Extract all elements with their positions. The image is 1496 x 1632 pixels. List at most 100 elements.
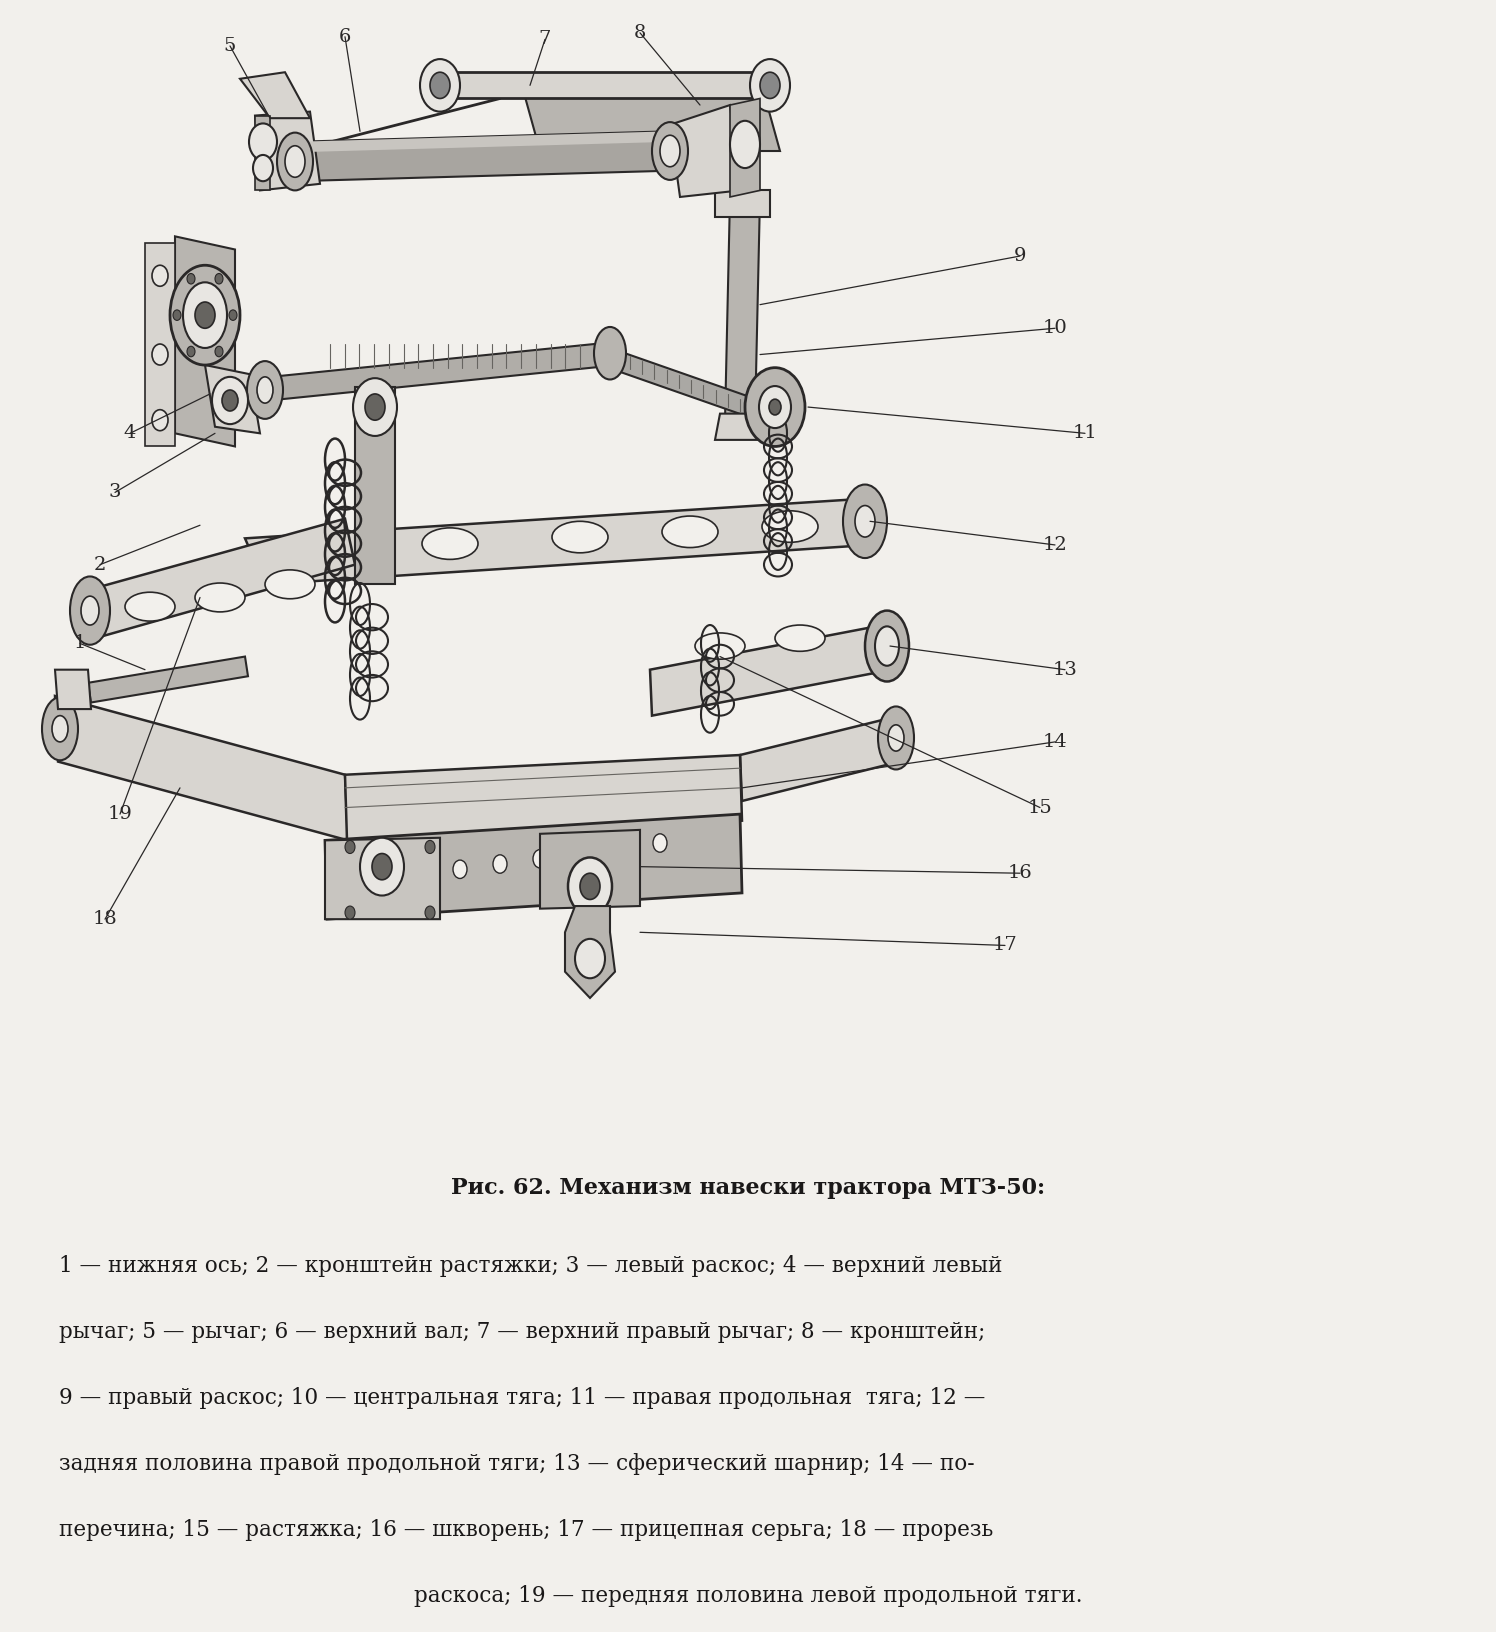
Ellipse shape (187, 346, 194, 357)
Polygon shape (565, 906, 615, 997)
Ellipse shape (613, 839, 627, 857)
Polygon shape (88, 656, 248, 702)
Ellipse shape (229, 310, 236, 320)
Polygon shape (670, 104, 741, 197)
Ellipse shape (761, 511, 818, 542)
Ellipse shape (422, 527, 479, 560)
Text: 14: 14 (1043, 733, 1067, 751)
Ellipse shape (257, 377, 272, 403)
Ellipse shape (52, 716, 67, 743)
Ellipse shape (552, 521, 607, 553)
Ellipse shape (594, 326, 625, 380)
Text: 7: 7 (539, 31, 551, 49)
Ellipse shape (413, 863, 426, 883)
Text: 2: 2 (94, 555, 106, 573)
Ellipse shape (265, 570, 316, 599)
Text: 3: 3 (109, 483, 121, 501)
Ellipse shape (533, 850, 548, 868)
Ellipse shape (383, 844, 396, 863)
Text: 16: 16 (1008, 865, 1032, 883)
Ellipse shape (365, 393, 384, 419)
Ellipse shape (429, 72, 450, 98)
Ellipse shape (353, 379, 396, 436)
Polygon shape (175, 237, 235, 447)
Ellipse shape (580, 873, 600, 899)
Text: перечина; 15 — растяжка; 16 — шкворень; 17 — прицепная серьга; 18 — прорезь: перечина; 15 — растяжка; 16 — шкворень; … (58, 1519, 993, 1541)
Ellipse shape (568, 857, 612, 916)
Polygon shape (256, 341, 619, 401)
Ellipse shape (420, 59, 459, 111)
Text: задняя половина правой продольной тяги; 13 — сферический шарнир; 14 — по-: задняя половина правой продольной тяги; … (58, 1454, 974, 1475)
Ellipse shape (183, 282, 227, 348)
Ellipse shape (749, 59, 790, 111)
Polygon shape (85, 519, 355, 636)
Ellipse shape (652, 834, 667, 852)
Text: 10: 10 (1043, 320, 1067, 338)
Ellipse shape (286, 145, 305, 178)
Ellipse shape (215, 274, 223, 284)
Polygon shape (741, 716, 901, 801)
Polygon shape (715, 191, 770, 217)
Ellipse shape (194, 302, 215, 328)
Ellipse shape (760, 72, 779, 98)
Ellipse shape (652, 122, 688, 180)
Polygon shape (254, 116, 269, 191)
Ellipse shape (70, 576, 111, 645)
Ellipse shape (844, 485, 887, 558)
Ellipse shape (574, 938, 604, 978)
Ellipse shape (277, 132, 313, 191)
Polygon shape (346, 756, 742, 840)
Ellipse shape (42, 697, 78, 761)
Ellipse shape (425, 906, 435, 919)
Ellipse shape (171, 266, 239, 366)
Ellipse shape (215, 346, 223, 357)
Polygon shape (540, 831, 640, 909)
Text: 18: 18 (93, 911, 117, 929)
Ellipse shape (346, 906, 355, 919)
Ellipse shape (174, 310, 181, 320)
Polygon shape (55, 669, 91, 708)
Ellipse shape (212, 377, 248, 424)
Ellipse shape (775, 625, 824, 651)
Text: 19: 19 (108, 805, 133, 823)
Text: 5: 5 (224, 38, 236, 55)
Ellipse shape (875, 627, 899, 666)
Text: 17: 17 (993, 937, 1017, 955)
Polygon shape (715, 413, 764, 441)
Polygon shape (145, 243, 175, 447)
Ellipse shape (696, 633, 745, 659)
Ellipse shape (889, 725, 904, 751)
Polygon shape (205, 366, 260, 434)
Ellipse shape (221, 390, 238, 411)
Text: 1 — нижняя ось; 2 — кронштейн растяжки; 3 — левый раскос; 4 — верхний левый: 1 — нижняя ось; 2 — кронштейн растяжки; … (58, 1255, 1002, 1276)
Ellipse shape (453, 860, 467, 878)
Text: раскоса; 19 — передняя половина левой продольной тяги.: раскоса; 19 — передняя половина левой пр… (414, 1586, 1082, 1608)
Ellipse shape (126, 592, 175, 622)
Text: 12: 12 (1043, 535, 1067, 553)
Ellipse shape (425, 840, 435, 854)
Ellipse shape (758, 387, 791, 428)
Polygon shape (245, 499, 871, 584)
Ellipse shape (373, 854, 392, 880)
Ellipse shape (248, 124, 277, 160)
Polygon shape (295, 131, 670, 152)
Ellipse shape (660, 135, 681, 166)
Polygon shape (521, 78, 779, 152)
Polygon shape (730, 98, 760, 197)
Text: 1: 1 (73, 635, 87, 653)
Polygon shape (649, 623, 892, 716)
Polygon shape (325, 814, 742, 919)
Text: 13: 13 (1053, 661, 1077, 679)
Text: 4: 4 (124, 424, 136, 442)
Text: Рис. 62. Механизм навески трактора МТЗ-50:: Рис. 62. Механизм навески трактора МТЗ-5… (450, 1177, 1046, 1198)
Ellipse shape (745, 367, 805, 447)
Polygon shape (726, 197, 760, 419)
Ellipse shape (153, 266, 168, 286)
Ellipse shape (247, 361, 283, 419)
Ellipse shape (194, 583, 245, 612)
Polygon shape (55, 695, 349, 840)
Ellipse shape (253, 155, 272, 181)
Text: 6: 6 (338, 28, 352, 46)
Ellipse shape (81, 596, 99, 625)
Ellipse shape (663, 516, 718, 548)
